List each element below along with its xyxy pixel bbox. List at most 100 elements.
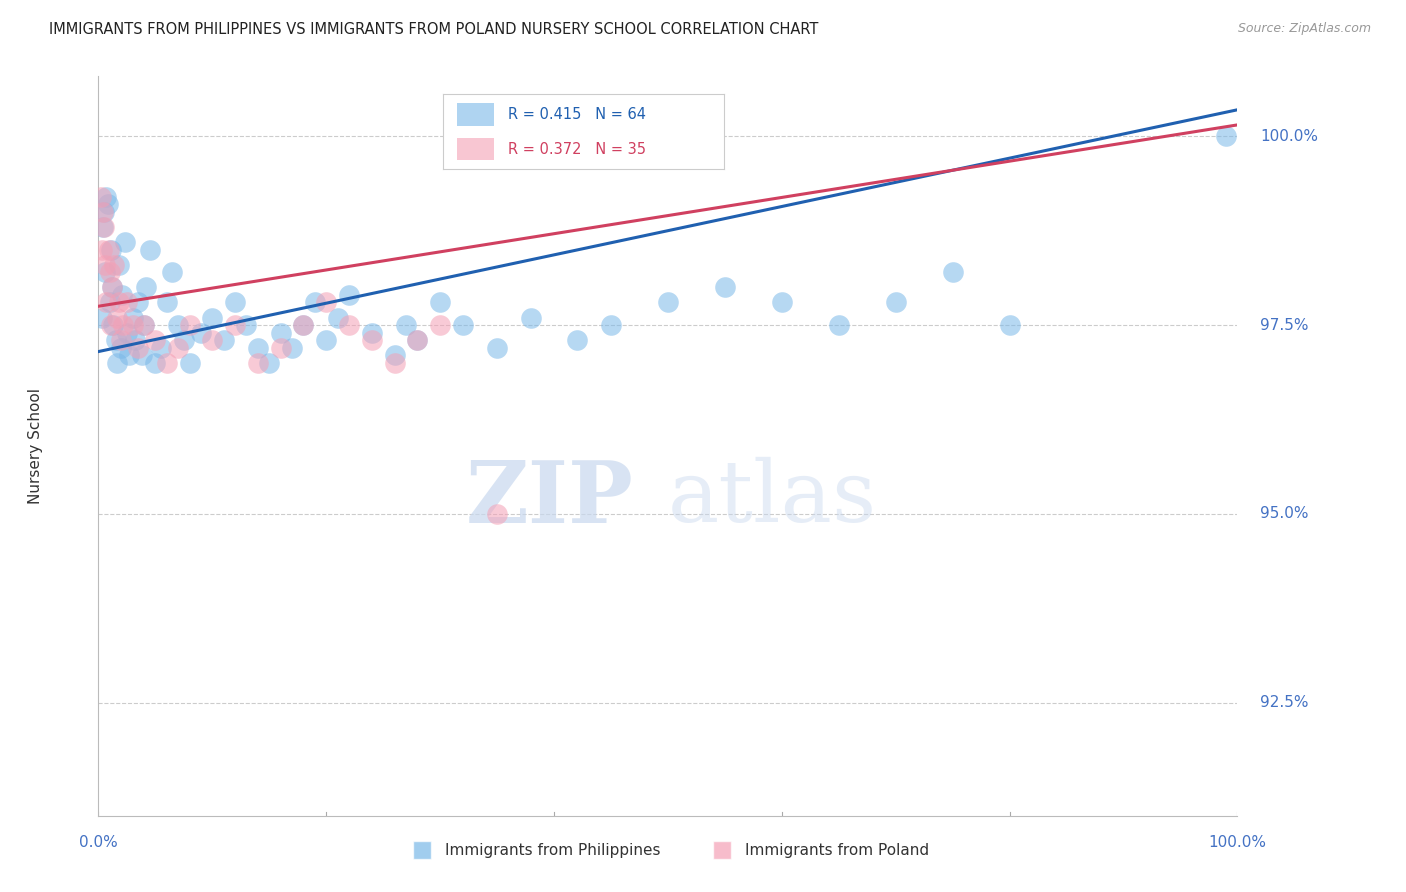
Point [96, 197, 118, 211]
Point [360, 326, 382, 340]
Point [91, 204, 114, 219]
Point [150, 341, 173, 355]
Text: R = 0.415   N = 64: R = 0.415 N = 64 [508, 107, 645, 121]
Text: 97.5%: 97.5% [1260, 318, 1309, 333]
Bar [457, 103, 494, 126]
Point [127, 341, 149, 355]
Point [96, 190, 118, 204]
Point [90, 190, 112, 204]
Point [942, 265, 965, 279]
Text: Nursery School: Nursery School [28, 388, 44, 504]
Legend: Immigrants from Philippines, Immigrants from Poland: Immigrants from Philippines, Immigrants … [401, 837, 935, 864]
Text: Source: ZipAtlas.com: Source: ZipAtlas.com [1237, 22, 1371, 36]
Point [451, 318, 474, 332]
Point [167, 318, 190, 332]
Point [179, 318, 201, 332]
Point [156, 295, 179, 310]
Point [212, 333, 235, 347]
Point [337, 318, 360, 332]
Point [138, 243, 160, 257]
Point [565, 333, 588, 347]
Text: 95.0%: 95.0% [1260, 507, 1309, 522]
Point [406, 333, 429, 347]
Point [770, 295, 793, 310]
Point [315, 333, 337, 347]
Point [657, 295, 679, 310]
Point [91, 219, 114, 234]
Point [145, 333, 167, 347]
Point [103, 318, 125, 332]
Point [1215, 129, 1237, 144]
Point [103, 258, 125, 272]
Point [224, 318, 246, 332]
Point [118, 348, 141, 362]
Point [108, 258, 131, 272]
Point [121, 310, 143, 325]
Point [94, 265, 117, 279]
Point [201, 333, 224, 347]
Point [486, 507, 509, 521]
Point [115, 326, 138, 340]
Point [304, 295, 326, 310]
Point [111, 288, 134, 302]
Point [162, 265, 184, 279]
Point [108, 295, 131, 310]
Point [110, 341, 132, 355]
Point [429, 295, 451, 310]
Point [395, 318, 418, 332]
Point [135, 280, 157, 294]
Point [337, 288, 360, 302]
Point [998, 318, 1021, 332]
Point [127, 295, 149, 310]
Point [429, 318, 451, 332]
Point [406, 333, 429, 347]
Point [100, 318, 122, 332]
Point [110, 333, 132, 347]
Point [131, 348, 153, 362]
Text: IMMIGRANTS FROM PHILIPPINES VS IMMIGRANTS FROM POLAND NURSERY SCHOOL CORRELATION: IMMIGRANTS FROM PHILIPPINES VS IMMIGRANT… [49, 22, 818, 37]
Point [98, 295, 121, 310]
Point [486, 341, 509, 355]
Point [190, 326, 212, 340]
Point [281, 341, 304, 355]
Text: ZIP: ZIP [465, 457, 634, 541]
Point [270, 326, 292, 340]
Point [520, 310, 543, 325]
Point [121, 318, 143, 332]
Point [145, 356, 167, 370]
Point [246, 341, 269, 355]
Point [132, 318, 155, 332]
Point [115, 295, 138, 310]
Point [98, 265, 121, 279]
Point [156, 356, 179, 370]
Point [100, 243, 122, 257]
Point [326, 310, 349, 325]
Point [360, 333, 382, 347]
Point [93, 204, 115, 219]
Point [90, 310, 112, 325]
Point [270, 341, 292, 355]
Point [97, 243, 120, 257]
Point [124, 333, 146, 347]
Point [259, 356, 281, 370]
Point [179, 356, 201, 370]
Bar [457, 137, 494, 161]
Point [201, 310, 224, 325]
Point [105, 310, 128, 325]
Point [292, 318, 315, 332]
Point [96, 295, 118, 310]
Point [112, 318, 135, 332]
Point [114, 235, 136, 249]
Point [246, 356, 269, 370]
Text: 100.0%: 100.0% [1260, 128, 1317, 144]
Point [101, 280, 124, 294]
Point [105, 356, 128, 370]
Point [93, 219, 115, 234]
Point [101, 280, 124, 294]
Point [600, 318, 623, 332]
Text: 100.0%: 100.0% [1208, 835, 1267, 850]
Point [315, 295, 337, 310]
Text: 0.0%: 0.0% [79, 835, 118, 850]
Text: atlas: atlas [668, 458, 877, 541]
Point [104, 333, 127, 347]
